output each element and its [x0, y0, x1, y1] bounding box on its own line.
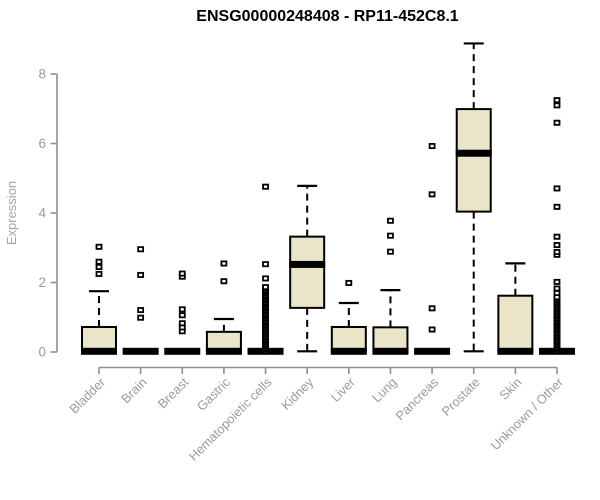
y-tick-label: 2 — [38, 275, 46, 290]
outlier-point — [553, 278, 561, 285]
y-tick-label: 4 — [38, 206, 46, 221]
box-group-bladder — [81, 243, 117, 355]
outlier-point — [262, 261, 269, 268]
outlier-point — [137, 307, 145, 314]
outlier-point — [137, 246, 145, 253]
x-tick-label: Prostate — [439, 375, 483, 419]
median-line — [455, 149, 492, 157]
median-line — [372, 347, 409, 355]
outlier-point — [553, 119, 561, 126]
box-group-kidney — [289, 184, 326, 353]
y-tick-label: 8 — [38, 67, 46, 82]
outlier-point — [553, 249, 561, 256]
outlier-point — [220, 278, 228, 285]
box-rect — [497, 294, 534, 353]
box-group-hematopoietic-cells — [247, 183, 284, 355]
x-tick-label: Liver — [328, 374, 359, 405]
x-tick-label: Bladder — [66, 374, 108, 416]
median-line — [330, 347, 367, 355]
outlier-point — [95, 258, 103, 265]
x-tick-label: Breast — [155, 374, 192, 411]
box-group-skin — [497, 262, 534, 355]
median-line — [122, 347, 159, 355]
outlier-point — [553, 97, 561, 104]
x-tick-label: Unknown / Other — [488, 374, 567, 453]
outlier-point — [553, 290, 561, 297]
x-tick-label: Brain — [118, 375, 150, 407]
outlier-point — [345, 279, 353, 286]
outlier-point — [553, 185, 561, 192]
median-line — [205, 347, 242, 355]
y-axis: 0 2 4 6 8 Expression — [4, 67, 58, 360]
box-group-brain — [122, 246, 159, 355]
outlier-point — [428, 143, 436, 150]
chart-title: ENSG00000248408 - RP11-452C8.1 — [196, 8, 459, 25]
outlier-point — [95, 263, 103, 270]
outlier-point — [428, 305, 436, 312]
box-group-gastric — [205, 260, 242, 355]
outlier-point — [178, 312, 186, 319]
outlier-point — [262, 284, 269, 291]
outlier-point — [178, 270, 186, 277]
median-line — [81, 347, 117, 355]
box-group-liver — [330, 279, 367, 355]
x-tick-label: Lung — [369, 375, 400, 406]
outlier-point — [95, 270, 103, 277]
median-line — [497, 347, 534, 355]
outlier-point — [553, 233, 561, 240]
y-tick-label: 0 — [38, 345, 46, 360]
outlier-point — [95, 243, 103, 250]
median-line — [289, 260, 326, 268]
box-group-prostate — [455, 42, 492, 353]
outlier-point — [553, 203, 561, 210]
x-tick-label: Gastric — [194, 374, 234, 414]
outlier-point — [387, 217, 394, 224]
outlier-point — [178, 306, 186, 313]
median-line — [164, 347, 201, 355]
x-tick-label: Pancreas — [392, 375, 441, 424]
box-rect — [455, 108, 492, 213]
box-group-breast — [164, 270, 201, 355]
outlier-point — [553, 242, 561, 249]
x-tick-label: Skin — [496, 375, 524, 403]
outlier-point — [428, 326, 436, 333]
outlier-point — [178, 320, 186, 327]
outlier-point — [387, 248, 394, 255]
outlier-point — [428, 191, 436, 198]
outlier-point — [262, 183, 269, 190]
median-line — [414, 347, 451, 355]
box-group-pancreas — [414, 143, 451, 355]
outlier-point — [387, 232, 394, 239]
outlier-point — [262, 275, 269, 282]
x-tick-label: Kidney — [278, 374, 317, 413]
y-tick-label: 6 — [38, 136, 46, 151]
outlier-point — [553, 285, 561, 292]
box-rect — [289, 235, 326, 309]
outlier-point — [220, 260, 228, 267]
box-group-unknown-other — [538, 97, 575, 355]
outlier-point — [553, 102, 561, 109]
outlier-point — [137, 271, 145, 278]
box-group-lung — [372, 217, 409, 355]
y-axis-title: Expression — [4, 181, 19, 245]
outlier-point — [137, 314, 145, 321]
